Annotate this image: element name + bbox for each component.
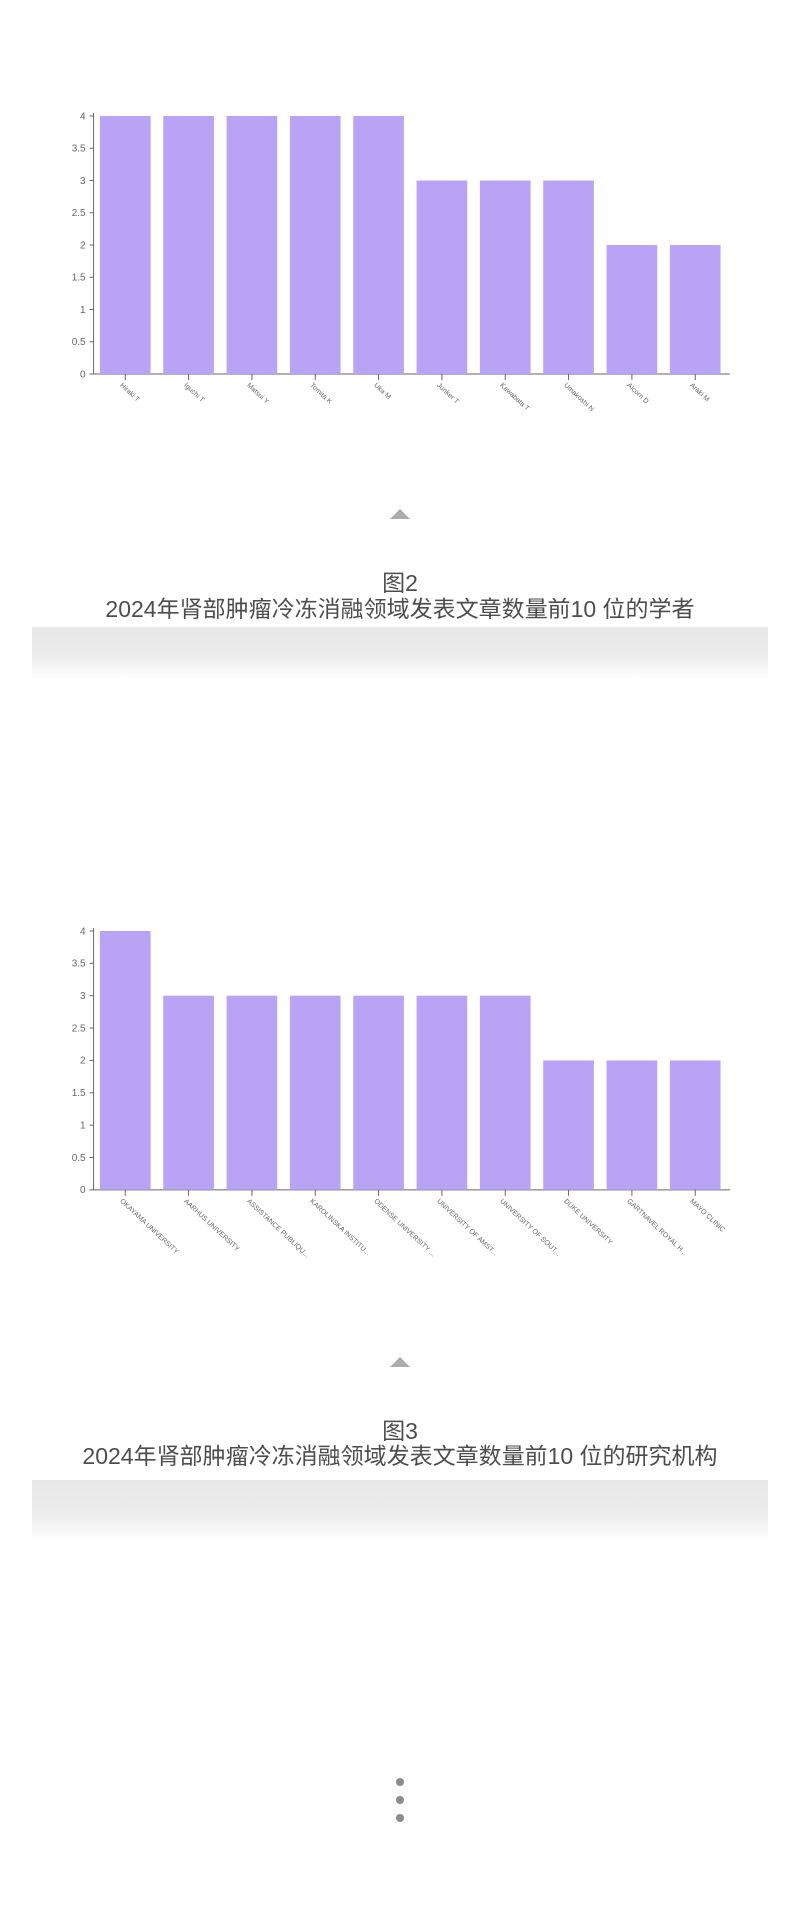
svg-text:3: 3 — [80, 991, 86, 1002]
svg-text:0.5: 0.5 — [72, 1152, 86, 1163]
svg-text:2.5: 2.5 — [72, 1023, 86, 1034]
svg-text:1.5: 1.5 — [72, 273, 86, 284]
svg-text:1: 1 — [80, 1120, 86, 1131]
svg-text:2.5: 2.5 — [72, 208, 86, 219]
svg-text:3.5: 3.5 — [72, 958, 86, 969]
svg-text:2: 2 — [80, 240, 86, 251]
svg-text:4: 4 — [80, 926, 86, 937]
svg-text:0: 0 — [80, 1185, 86, 1196]
svg-text:1.5: 1.5 — [72, 1088, 86, 1099]
svg-text:0.5: 0.5 — [72, 337, 86, 348]
svg-text:3: 3 — [80, 176, 86, 187]
svg-text:4: 4 — [80, 111, 86, 122]
svg-text:3.5: 3.5 — [72, 144, 86, 155]
svg-text:0: 0 — [80, 369, 86, 380]
svg-text:1: 1 — [80, 305, 86, 316]
svg-text:2: 2 — [80, 1055, 86, 1066]
